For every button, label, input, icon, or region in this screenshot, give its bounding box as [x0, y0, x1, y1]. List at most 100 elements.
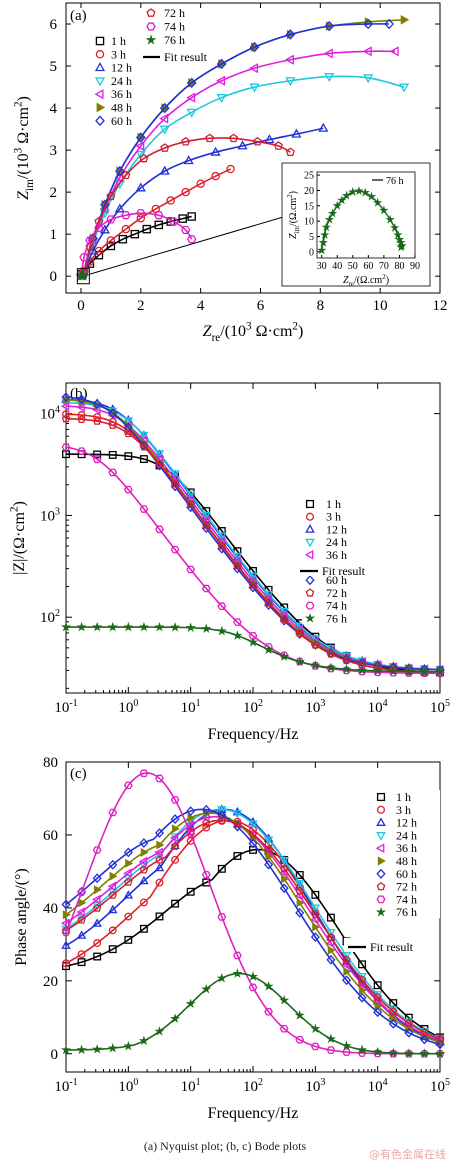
- legend-label: 60 h: [111, 114, 132, 128]
- legend-bg: [370, 815, 440, 829]
- data-point: [404, 1027, 414, 1038]
- data-point: [201, 804, 211, 815]
- data-point: [121, 170, 131, 180]
- data-point: [185, 820, 194, 830]
- y-tick-label: 103: [40, 506, 60, 524]
- legend-label: 3 h: [396, 803, 411, 817]
- data-point: [159, 125, 170, 135]
- data-point: [281, 874, 289, 884]
- data-point: [435, 1039, 445, 1050]
- data-point: [154, 211, 164, 220]
- data-point: [154, 220, 164, 230]
- data-point: [170, 470, 180, 479]
- x-tick-label: 102: [243, 1077, 263, 1095]
- data-point: [77, 888, 86, 896]
- inset-data-point: [321, 222, 332, 232]
- data-point: [139, 875, 149, 885]
- inset-x-tick-label: 90: [410, 261, 420, 272]
- data-point: [404, 666, 414, 675]
- data-point: [92, 416, 102, 425]
- data-point: [217, 532, 227, 542]
- data-point: [186, 108, 197, 118]
- inset-x-tick-label: 30: [317, 261, 327, 272]
- data-point: [279, 1024, 289, 1033]
- legend-marker: [375, 906, 387, 917]
- data-point: [61, 940, 71, 949]
- x-tick-label: 103: [305, 698, 325, 716]
- data-point: [92, 399, 102, 409]
- data-point: [435, 1034, 445, 1043]
- data-point: [124, 935, 133, 944]
- x-tick-label: 100: [118, 1077, 138, 1095]
- data-point: [94, 223, 104, 232]
- data-point: [232, 806, 243, 816]
- legend-bg: [302, 611, 384, 625]
- data-point: [326, 649, 336, 658]
- data-point: [210, 146, 221, 156]
- data-point: [295, 880, 305, 889]
- data-point: [77, 915, 86, 924]
- data-point: [326, 664, 336, 673]
- data-point: [160, 143, 170, 152]
- data-point: [249, 83, 260, 93]
- legend-marker: [305, 524, 315, 533]
- x-tick-label: 105: [430, 1077, 450, 1095]
- data-point: [180, 225, 191, 235]
- data-point: [249, 41, 260, 53]
- data-point: [79, 253, 89, 262]
- inset-y-tick-label: 25: [304, 171, 314, 182]
- data-point: [216, 972, 227, 983]
- data-point: [249, 845, 257, 854]
- data-point: [264, 859, 274, 870]
- legend-bg: [370, 828, 440, 842]
- data-point: [264, 134, 275, 144]
- data-point: [139, 924, 148, 933]
- legend-label: 24 h: [111, 74, 132, 88]
- data-point: [295, 886, 304, 895]
- data-point: [92, 873, 102, 884]
- data-point: [92, 918, 102, 927]
- data-point: [389, 46, 399, 57]
- legend-bg: [302, 509, 384, 523]
- data-point: [60, 1044, 72, 1055]
- data-point: [279, 864, 289, 873]
- data-point: [232, 552, 243, 562]
- legend-label: 72 h: [396, 880, 417, 894]
- data-point: [108, 890, 117, 899]
- data-point: [155, 525, 164, 534]
- data-point: [135, 140, 145, 151]
- data-point: [248, 983, 258, 992]
- legend-label: 72 h: [164, 6, 185, 20]
- fit-curve: [65, 972, 441, 1055]
- data-point: [139, 898, 148, 907]
- x-tick-label: 101: [181, 1077, 201, 1095]
- x-axis-label: Frequency/Hz: [208, 726, 299, 743]
- data-point: [357, 1044, 368, 1055]
- data-point: [324, 73, 335, 83]
- data-point: [170, 814, 180, 824]
- data-point: [342, 955, 351, 964]
- y-tick-label: 40: [43, 901, 58, 917]
- data-point: [121, 211, 131, 220]
- legend-bg: [370, 841, 440, 855]
- data-point: [310, 932, 320, 943]
- data-point: [106, 215, 116, 224]
- x-tick-label: 10-1: [54, 1077, 77, 1095]
- data-point: [92, 846, 102, 854]
- data-point: [108, 468, 118, 477]
- inset-data-point: [385, 214, 395, 224]
- data-point: [399, 83, 410, 93]
- legend-label: 1 h: [326, 497, 341, 511]
- data-point: [115, 165, 125, 177]
- legend-marker: [377, 856, 386, 866]
- data-point: [170, 545, 180, 554]
- inset-data-point: [360, 187, 370, 197]
- data-point: [123, 868, 132, 878]
- legend-bg: [370, 854, 440, 867]
- legend-label: Fit result: [322, 564, 366, 578]
- data-point: [170, 622, 181, 632]
- data-point: [61, 414, 71, 423]
- data-point: [123, 417, 134, 426]
- data-point: [76, 621, 87, 632]
- data-point: [124, 452, 133, 461]
